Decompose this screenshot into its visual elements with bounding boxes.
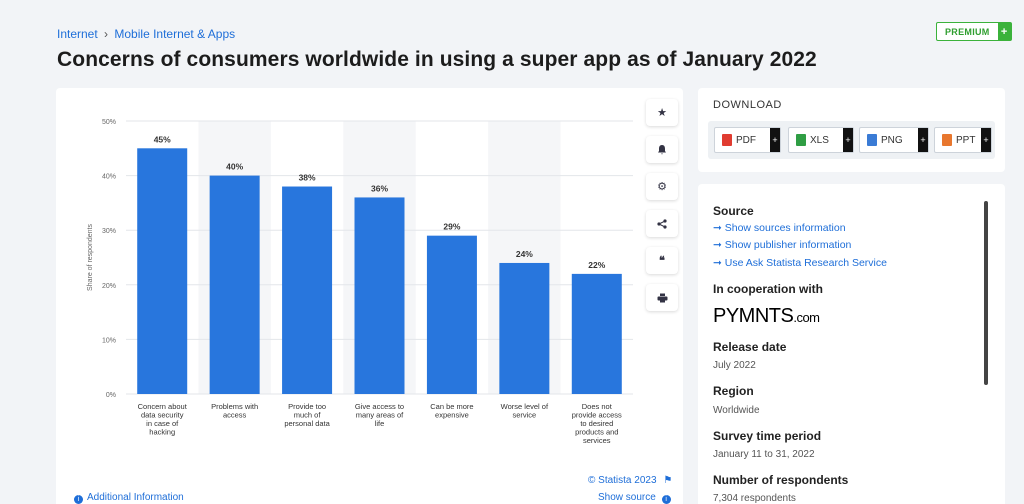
region-heading: Region bbox=[713, 384, 754, 398]
arrow-icon: ➞ bbox=[713, 239, 722, 251]
ppt-label: PPT bbox=[956, 134, 976, 146]
png-label: PNG bbox=[881, 134, 903, 146]
bell-icon[interactable] bbox=[646, 136, 678, 163]
x-tick-label: Give access to many areas of life bbox=[355, 402, 404, 428]
statista-credit[interactable]: © Statista 2023 ⚑ bbox=[588, 475, 672, 486]
show-sources-link[interactable]: ➞ Show sources information bbox=[713, 222, 846, 234]
info-icon: i bbox=[661, 495, 671, 504]
x-tick-label: Problems with access bbox=[211, 402, 258, 420]
bar-value-label: 40% bbox=[226, 162, 243, 172]
download-buttons: PDF + XLS + PNG + PPT + bbox=[708, 121, 995, 159]
pymnts-logo: PYMNTS.com bbox=[713, 305, 820, 328]
scrollbar[interactable] bbox=[984, 201, 988, 385]
ppt-icon bbox=[942, 134, 952, 146]
arrow-icon: ➞ bbox=[713, 222, 722, 234]
bar bbox=[354, 197, 405, 394]
arrow-icon: ➞ bbox=[713, 257, 722, 269]
page-title: Concerns of consumers worldwide in using… bbox=[57, 48, 817, 71]
plus-icon: + bbox=[843, 128, 853, 152]
y-tick-label: 30% bbox=[102, 228, 116, 235]
premium-badge[interactable]: PREMIUM + bbox=[936, 22, 1012, 41]
bar bbox=[426, 235, 477, 394]
pymnts-logo-text: PYMNTS bbox=[713, 305, 794, 327]
breadcrumb-internet[interactable]: Internet bbox=[57, 27, 98, 41]
download-ppt-button[interactable]: PPT + bbox=[934, 127, 992, 153]
chart-toolbar: ★ ⚙ ❝ bbox=[646, 99, 678, 321]
bar bbox=[282, 186, 333, 394]
x-tick-label: Can be more expensive bbox=[430, 402, 473, 420]
ask-statista-label: Use Ask Statista Research Service bbox=[724, 257, 887, 269]
plus-icon: + bbox=[770, 128, 780, 152]
bar bbox=[209, 175, 260, 394]
plus-icon: + bbox=[981, 128, 991, 152]
release-date-value: July 2022 bbox=[713, 360, 756, 371]
info-icon: i bbox=[74, 495, 83, 504]
x-tick-label: Provide too much of personal data bbox=[284, 402, 330, 428]
x-tick-label: Does not provide access to desired products… bbox=[572, 402, 622, 445]
download-title: DOWNLOAD bbox=[713, 99, 782, 111]
print-icon[interactable] bbox=[646, 284, 678, 311]
breadcrumb-mobile-internet[interactable]: Mobile Internet & Apps bbox=[114, 27, 236, 41]
bar-value-label: 36% bbox=[371, 183, 388, 193]
y-axis-title: Share of respondents bbox=[87, 224, 94, 291]
additional-information-label: Additional Information bbox=[87, 492, 184, 503]
y-tick-label: 0% bbox=[106, 392, 116, 399]
source-heading: Source bbox=[713, 204, 754, 218]
release-date-heading: Release date bbox=[713, 340, 787, 354]
y-tick-label: 40% bbox=[102, 174, 116, 181]
quote-icon[interactable]: ❝ bbox=[646, 247, 678, 274]
bar bbox=[571, 273, 622, 394]
bar-value-label: 38% bbox=[299, 173, 316, 183]
download-pdf-button[interactable]: PDF + bbox=[714, 127, 781, 153]
share-icon[interactable] bbox=[646, 210, 678, 237]
xls-icon bbox=[796, 134, 806, 146]
xls-label: XLS bbox=[810, 134, 829, 146]
pdf-label: PDF bbox=[736, 134, 756, 146]
cooperation-heading: In cooperation with bbox=[713, 282, 823, 296]
plus-icon: + bbox=[918, 128, 928, 152]
download-panel: DOWNLOAD PDF + XLS + PNG + PPT + bbox=[698, 88, 1005, 172]
source-info-panel: Source ➞ Show sources information ➞ Show… bbox=[698, 184, 1005, 504]
bar-value-label: 24% bbox=[516, 249, 533, 259]
bar bbox=[137, 148, 188, 394]
x-tick-label: Concern about data security in case of hack… bbox=[138, 402, 188, 437]
respondents-value: 7,304 respondents bbox=[713, 493, 796, 504]
show-source-label: Show source bbox=[598, 492, 656, 503]
x-tick-label: Worse level of service bbox=[501, 402, 549, 420]
survey-period-value: January 11 to 31, 2022 bbox=[713, 449, 815, 460]
premium-label: PREMIUM bbox=[945, 27, 990, 37]
bar-value-label: 22% bbox=[588, 260, 605, 270]
show-sources-label: Show sources information bbox=[724, 222, 846, 234]
breadcrumb-separator: › bbox=[104, 27, 109, 41]
bar-value-label: 45% bbox=[154, 134, 171, 144]
region-value: Worldwide bbox=[713, 405, 760, 416]
chart-card: 0% 10% 20% 30% 40% 50% Share of respondents 45%… bbox=[56, 88, 683, 504]
y-tick-label: 50% bbox=[102, 119, 116, 126]
download-png-button[interactable]: PNG + bbox=[859, 127, 929, 153]
premium-plus-icon: + bbox=[997, 23, 1011, 40]
png-icon bbox=[867, 134, 877, 146]
star-icon[interactable]: ★ bbox=[646, 99, 678, 126]
y-tick-label: 10% bbox=[102, 337, 116, 344]
respondents-heading: Number of respondents bbox=[713, 473, 849, 487]
show-publisher-link[interactable]: ➞ Show publisher information bbox=[713, 239, 851, 251]
additional-information-link[interactable]: i Additional Information bbox=[74, 492, 184, 504]
survey-period-heading: Survey time period bbox=[713, 429, 822, 443]
bar-value-label: 29% bbox=[443, 222, 460, 232]
pdf-icon bbox=[722, 134, 732, 146]
bar-chart: 0% 10% 20% 30% 40% 50% Share of respondents 45%… bbox=[87, 119, 633, 445]
show-source-link[interactable]: Show source i bbox=[598, 492, 671, 504]
flag-icon: ⚑ bbox=[663, 475, 673, 486]
download-xls-button[interactable]: XLS + bbox=[788, 127, 854, 153]
ask-statista-link[interactable]: ➞ Use Ask Statista Research Service bbox=[713, 257, 887, 269]
pymnts-logo-suffix: .com bbox=[793, 310, 820, 325]
show-publisher-label: Show publisher information bbox=[724, 239, 852, 251]
gear-icon[interactable]: ⚙ bbox=[646, 173, 678, 200]
bar bbox=[499, 262, 550, 394]
breadcrumb: Internet › Mobile Internet & Apps bbox=[57, 27, 235, 41]
y-tick-label: 20% bbox=[102, 283, 116, 290]
credit-text: © Statista 2023 bbox=[588, 475, 657, 486]
